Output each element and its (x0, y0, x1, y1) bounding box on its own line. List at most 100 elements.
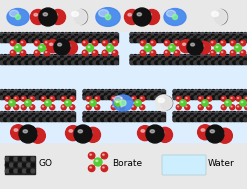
Circle shape (0, 115, 4, 119)
Circle shape (25, 58, 29, 62)
Circle shape (25, 90, 29, 93)
Circle shape (20, 40, 26, 46)
Circle shape (25, 33, 29, 36)
Circle shape (185, 105, 190, 110)
Circle shape (208, 96, 212, 99)
Circle shape (217, 128, 232, 143)
Circle shape (176, 96, 181, 101)
Circle shape (104, 90, 108, 93)
Ellipse shape (113, 52, 115, 53)
Circle shape (198, 93, 201, 97)
Circle shape (82, 39, 86, 43)
Ellipse shape (177, 106, 179, 107)
Circle shape (70, 96, 75, 101)
Circle shape (71, 61, 75, 64)
Circle shape (0, 118, 4, 122)
Circle shape (43, 36, 46, 40)
Circle shape (18, 163, 22, 167)
Ellipse shape (146, 46, 148, 48)
Ellipse shape (208, 106, 209, 107)
Circle shape (172, 55, 176, 58)
Circle shape (233, 33, 236, 36)
Circle shape (57, 96, 61, 99)
Circle shape (86, 96, 90, 99)
Circle shape (162, 96, 165, 99)
Ellipse shape (113, 95, 133, 111)
Circle shape (54, 36, 57, 40)
Circle shape (90, 118, 94, 122)
Ellipse shape (62, 106, 64, 107)
Circle shape (102, 40, 108, 46)
Circle shape (240, 96, 244, 99)
Circle shape (3, 39, 7, 43)
Circle shape (75, 39, 79, 43)
Circle shape (22, 169, 26, 173)
Ellipse shape (103, 154, 104, 155)
Circle shape (36, 55, 39, 58)
Circle shape (21, 36, 25, 40)
Circle shape (144, 44, 151, 51)
Circle shape (100, 36, 104, 40)
Circle shape (94, 115, 97, 119)
Circle shape (32, 90, 36, 93)
Circle shape (187, 90, 191, 93)
Circle shape (141, 61, 144, 64)
Circle shape (236, 93, 240, 97)
Ellipse shape (96, 160, 98, 161)
Circle shape (22, 157, 26, 161)
Circle shape (57, 93, 61, 97)
Ellipse shape (69, 9, 87, 25)
Circle shape (64, 93, 68, 97)
Circle shape (68, 33, 72, 36)
Circle shape (3, 90, 7, 93)
Circle shape (141, 36, 144, 40)
Circle shape (14, 58, 18, 62)
Circle shape (57, 118, 61, 122)
Circle shape (197, 39, 201, 43)
Circle shape (201, 118, 205, 122)
Circle shape (92, 50, 98, 56)
Circle shape (68, 90, 71, 93)
Circle shape (3, 115, 7, 119)
Circle shape (54, 93, 57, 97)
Circle shape (119, 118, 122, 122)
Circle shape (215, 118, 219, 122)
Circle shape (122, 96, 126, 99)
Circle shape (135, 100, 141, 106)
Circle shape (219, 115, 222, 119)
Circle shape (100, 33, 104, 36)
Circle shape (172, 36, 176, 40)
Circle shape (183, 36, 187, 40)
Circle shape (90, 100, 96, 106)
Circle shape (20, 50, 26, 56)
Circle shape (18, 115, 21, 119)
Circle shape (104, 93, 108, 97)
Circle shape (114, 39, 118, 43)
Circle shape (120, 96, 125, 101)
Circle shape (41, 105, 46, 110)
Bar (0, 32, 247, 142)
Circle shape (229, 118, 233, 122)
Circle shape (86, 96, 91, 101)
Circle shape (0, 33, 4, 36)
Circle shape (7, 61, 11, 64)
Circle shape (183, 58, 187, 62)
Circle shape (30, 105, 35, 110)
Ellipse shape (71, 12, 79, 16)
Circle shape (79, 33, 82, 36)
Circle shape (197, 36, 201, 40)
Circle shape (174, 40, 180, 46)
Circle shape (215, 115, 219, 119)
Bar (173, 90, 247, 99)
Ellipse shape (150, 130, 155, 133)
Circle shape (211, 61, 215, 64)
Circle shape (46, 118, 50, 122)
Circle shape (141, 58, 144, 62)
Circle shape (54, 55, 57, 58)
Circle shape (18, 55, 21, 58)
Circle shape (34, 50, 40, 56)
Circle shape (111, 61, 114, 64)
Circle shape (180, 61, 183, 64)
Circle shape (14, 96, 19, 101)
Circle shape (222, 36, 226, 40)
